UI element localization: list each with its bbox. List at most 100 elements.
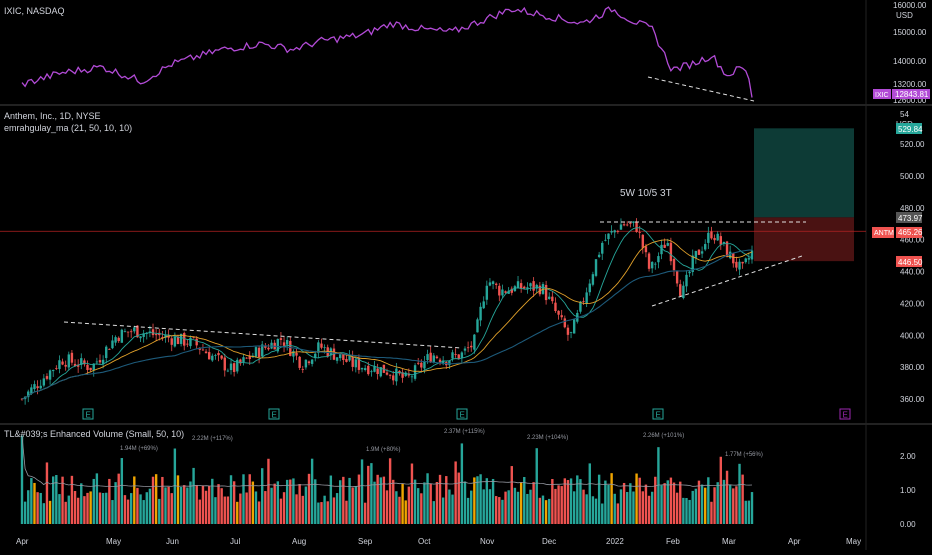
volume-bar [139,494,142,524]
candle-body [510,288,513,293]
candle-body [710,231,713,239]
volume-bar [513,487,517,524]
candle-body [501,289,504,296]
volume-bar [688,499,691,524]
ascending-support-line [651,255,803,307]
candle-body [289,340,292,356]
candle-body [223,357,226,371]
volume-bar [229,475,233,524]
candle-body [604,239,607,241]
candle-body [585,292,588,304]
candle-body [470,345,473,348]
candle-body [101,359,105,364]
candle-body [304,359,308,368]
volume-bar [682,497,685,524]
candle-body [454,354,457,355]
candle-body [392,375,395,381]
volume-bar [73,491,77,524]
volume-bar [675,492,679,524]
candle-body [373,366,376,372]
volume-bar [494,496,498,524]
volume-bar [704,487,707,524]
ixic-tick-13200: 13200.00 [893,80,927,89]
candle-body [226,370,230,372]
candle-body [354,359,358,368]
volume-bar [523,477,526,524]
candle-body [582,300,585,302]
candle-body [569,331,573,333]
candle-body [161,337,164,338]
candle-body [610,231,613,233]
volume-bar [55,475,58,524]
candle-body [700,251,704,254]
candle-body [719,236,723,245]
candle-body [654,263,657,265]
time-axis-label: May [106,537,121,546]
resistance-trendline [63,321,463,349]
candle-body [105,346,108,359]
volume-bar [666,480,669,524]
price-tick-label: 500.00 [900,172,925,181]
candle-body [192,337,195,339]
price-tick-label: 440.00 [900,268,925,277]
price-axis-ticks: 520.00 500.00 480.00 460.00 440.00 420.00 400.… [900,140,925,404]
candle-body [557,310,560,315]
volume-bar [722,479,726,524]
volume-bar [626,491,629,524]
volume-bar [335,493,339,524]
candle-body [491,281,495,285]
earnings-marker-box [456,408,468,420]
volume-bar [435,482,439,524]
volume-bar [716,482,719,524]
volume-bar [744,500,747,524]
candle-body [301,369,304,370]
volume-bar [39,492,42,524]
candle-body [45,376,49,379]
candle-body [473,334,476,350]
candle-body [342,354,345,361]
volume-bar [454,461,457,524]
volume-bar [663,483,666,524]
candle-body [211,355,214,361]
candle-body [133,327,136,332]
stop-zone[interactable] [754,217,854,262]
target-zone[interactable] [754,128,854,218]
vol-peak-label: 2.37M (+115%) [444,429,485,435]
volume-bar [622,482,626,524]
candle-body [607,233,610,240]
volume-bar [95,473,99,524]
candle-body [136,325,139,338]
volume-bar [58,494,61,524]
volume-bar [123,495,127,524]
volume-bar [310,458,314,524]
candle-body [460,352,464,359]
candle-body [507,290,510,294]
volume-bar [351,487,354,524]
volume-bar [735,486,738,524]
earnings-marker-label: E [272,411,277,420]
ixic-tick-15000: 15000.00 [893,28,927,37]
ixic-badge-value: 12843.81 [895,90,929,99]
volume-bar [420,493,423,524]
volume-bar [207,486,211,524]
volume-bar [504,491,507,524]
ixic-badge-label: IXIC [875,92,889,99]
volume-bar [407,486,411,524]
volume-bar [164,487,167,524]
volume-bar [245,492,248,524]
candle-body [310,359,314,364]
volume-bar [80,483,83,524]
vol-peak-label: 2.22M (+117%) [192,436,233,442]
volume-bar [416,488,420,524]
volume-bar [498,497,501,524]
volume-bar [214,497,217,524]
volume-bar [354,486,358,524]
candle-body [647,253,651,269]
vol-tick-1: 1.00 [900,486,916,495]
trendlines[interactable] [63,76,806,349]
time-axis-label: Feb [666,537,680,546]
candle-body [51,370,55,372]
symbol-badge: ANTM [874,230,894,237]
